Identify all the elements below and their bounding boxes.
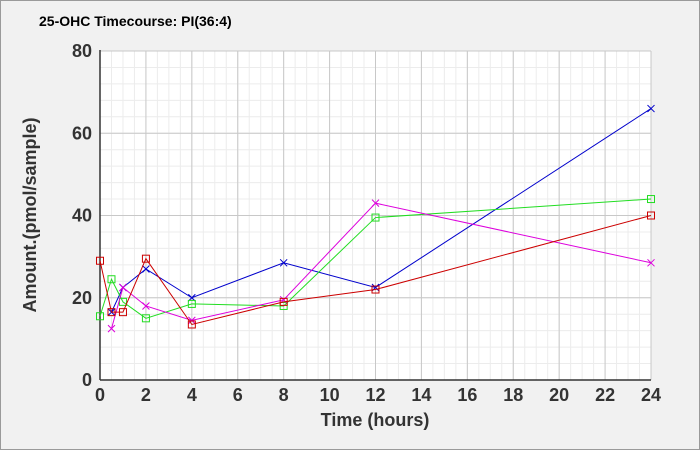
- x-tick-label: 0: [95, 385, 105, 405]
- data-point: [187, 320, 196, 329]
- data-point: [279, 258, 288, 267]
- data-point: [187, 316, 196, 325]
- series-line: [99, 215, 652, 326]
- x-tick-label: 14: [411, 385, 431, 405]
- data-point: [118, 308, 127, 317]
- x-axis-label: Time (hours): [321, 410, 430, 430]
- series-3: [107, 199, 655, 333]
- chart-title: 25-OHC Timecourse: PI(36:4): [39, 13, 232, 29]
- x-tick-label: 18: [503, 385, 523, 405]
- series-4: [96, 211, 655, 329]
- data-point: [119, 283, 127, 292]
- data-point: [647, 195, 655, 204]
- y-axis-label: Amount.(pmol/sample): [20, 117, 40, 312]
- data-point: [141, 254, 150, 263]
- data-point: [279, 297, 288, 306]
- y-tick-label: 0: [82, 370, 92, 390]
- x-tick-labels: 0 2 4 6 8 10 12 14 16 18 20 22 24: [95, 385, 661, 405]
- data-point: [107, 324, 116, 333]
- y-tick-label: 60: [72, 123, 92, 143]
- data-point: [107, 275, 116, 284]
- series-2: [96, 195, 655, 323]
- x-tick-label: 6: [233, 385, 243, 405]
- data-point: [647, 211, 655, 220]
- x-tick-label: 12: [365, 385, 385, 405]
- data-point: [279, 301, 288, 310]
- data-point: [187, 299, 196, 308]
- x-tick-label: 22: [595, 385, 615, 405]
- data-point: [141, 314, 150, 323]
- data-point: [96, 312, 104, 321]
- y-tick-labels: 0 20 40 60 80: [72, 41, 92, 390]
- y-tick-label: 40: [72, 206, 92, 226]
- x-tick-label: 4: [187, 385, 197, 405]
- data-point: [142, 265, 150, 273]
- x-tick-label: 2: [141, 385, 151, 405]
- x-tick-label: 20: [549, 385, 569, 405]
- data-point: [96, 256, 104, 265]
- x-tick-label: 16: [457, 385, 477, 405]
- y-tick-label: 20: [72, 288, 92, 308]
- data-point: [142, 302, 150, 310]
- data-point: [107, 308, 116, 317]
- series-layer: [96, 104, 655, 333]
- data-point: [371, 285, 380, 294]
- data-point: [371, 199, 380, 208]
- axes: [99, 50, 651, 381]
- data-point: [371, 213, 380, 222]
- y-tick-label: 80: [72, 41, 92, 61]
- data-point: [647, 104, 655, 113]
- data-point: [647, 258, 655, 267]
- x-tick-label: 24: [641, 385, 661, 405]
- x-tick-label: 10: [320, 385, 340, 405]
- x-tick-label: 8: [279, 385, 289, 405]
